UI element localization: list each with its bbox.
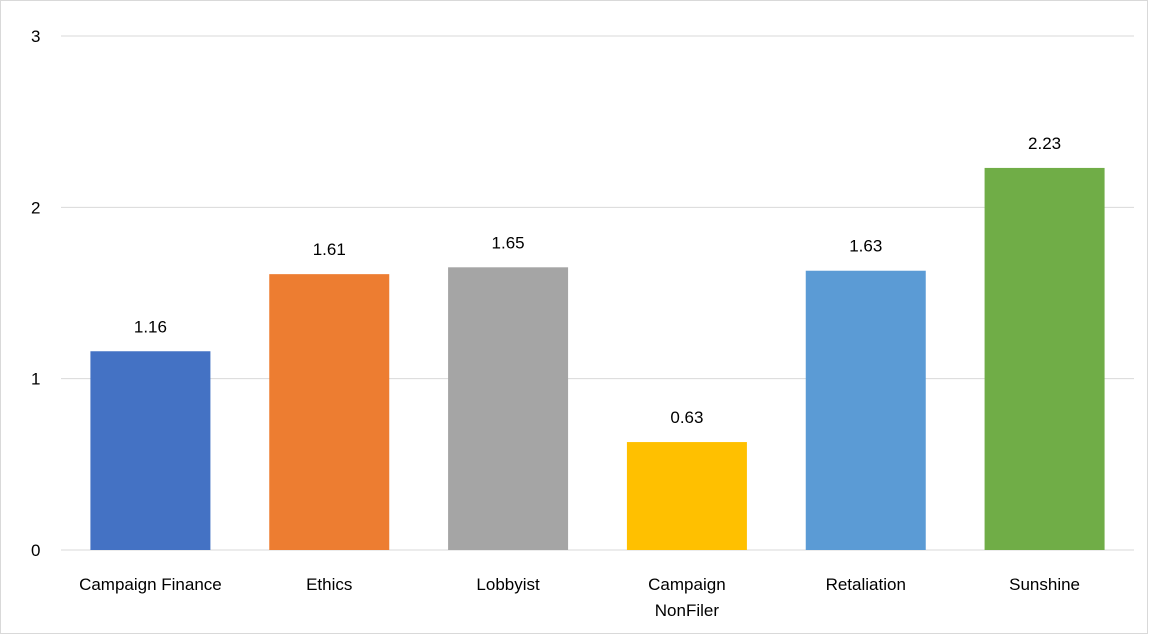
- bar: [805, 270, 926, 550]
- bars: [90, 167, 1105, 550]
- data-label: 0.63: [670, 408, 703, 427]
- y-tick-label: 3: [31, 27, 40, 46]
- category-label: Lobbyist: [476, 575, 540, 594]
- category-label: Retaliation: [826, 575, 906, 594]
- data-label: 1.16: [134, 317, 167, 336]
- data-label: 1.61: [313, 240, 346, 259]
- y-axis-ticks: 0 1 2 3: [31, 27, 40, 560]
- category-label: NonFiler: [655, 601, 720, 620]
- y-tick-label: 2: [31, 198, 40, 217]
- y-tick-label: 1: [31, 370, 40, 389]
- data-labels: 1.16 1.61 1.65 0.63 1.63 2.23: [134, 134, 1061, 427]
- gridlines: [61, 35, 1134, 551]
- category-label: Sunshine: [1009, 575, 1080, 594]
- data-label: 1.65: [492, 233, 525, 252]
- bar: [448, 267, 569, 550]
- category-label: Campaign Finance: [79, 575, 222, 594]
- category-label: Ethics: [306, 575, 352, 594]
- bar: [90, 351, 211, 550]
- data-label: 2.23: [1028, 134, 1061, 153]
- category-labels: Campaign Finance Ethics Lobbyist Campaign No…: [79, 575, 1080, 620]
- data-label: 1.63: [849, 237, 882, 256]
- bar: [984, 167, 1105, 550]
- category-label: Campaign: [648, 575, 726, 594]
- bar: [626, 442, 747, 550]
- bar: [269, 274, 390, 550]
- y-tick-label: 0: [31, 541, 40, 560]
